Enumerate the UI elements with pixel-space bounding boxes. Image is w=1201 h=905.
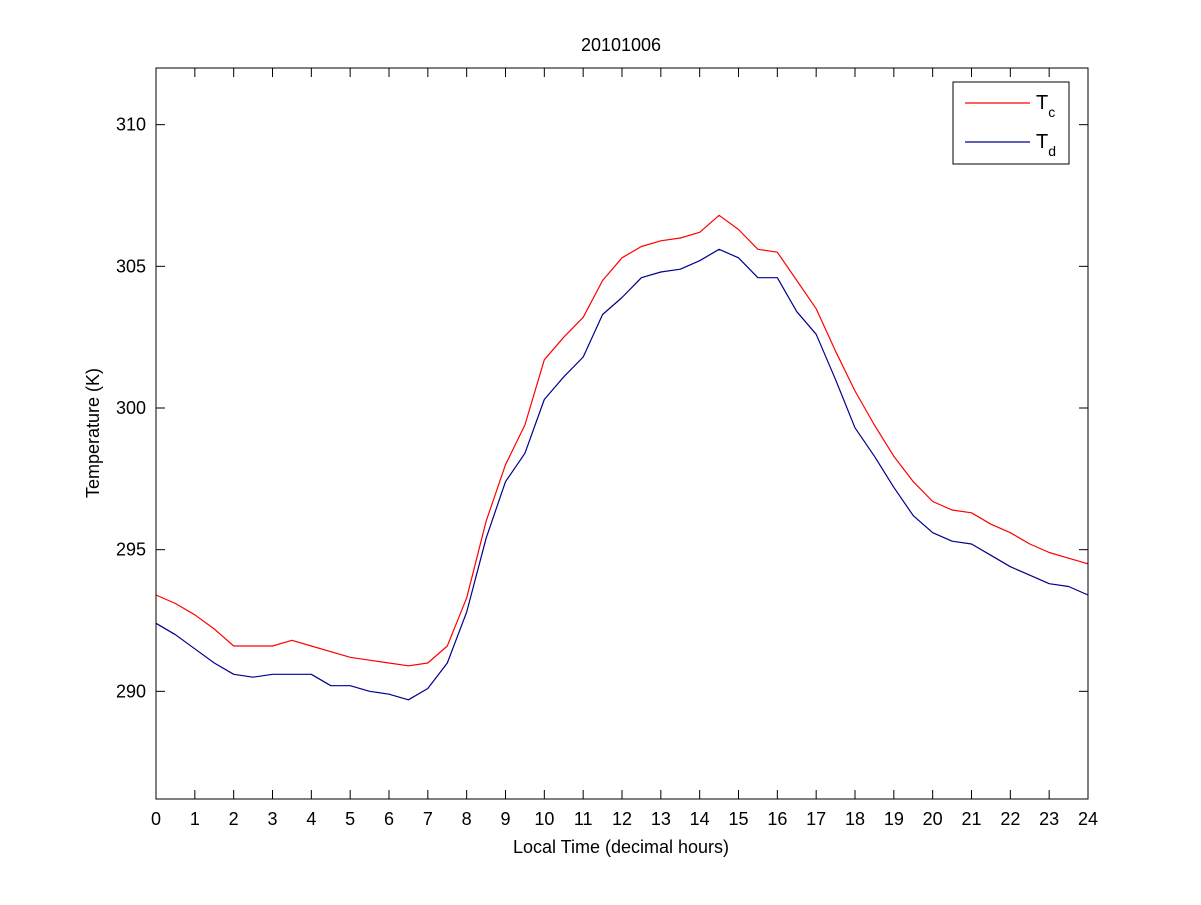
legend: Tc Td <box>952 81 1070 165</box>
legend-label-tc-subscript: c <box>1048 104 1055 120</box>
x-tick-label: 16 <box>767 809 787 829</box>
x-tick-label: 0 <box>151 809 161 829</box>
x-tick-label: 5 <box>345 809 355 829</box>
y-tick-label: 295 <box>116 540 146 560</box>
x-tick-label: 13 <box>651 809 671 829</box>
x-tick-label: 23 <box>1039 809 1059 829</box>
legend-label-td: Td <box>1036 131 1056 159</box>
x-tick-label: 1 <box>190 809 200 829</box>
legend-label-tc: Tc <box>1036 92 1055 120</box>
x-tick-label: 21 <box>961 809 981 829</box>
legend-label-tc-base: T <box>1036 92 1048 114</box>
x-tick-label: 4 <box>306 809 316 829</box>
x-tick-label: 18 <box>845 809 865 829</box>
chart-title: 20101006 <box>581 35 661 55</box>
legend-label-td-subscript: d <box>1048 143 1056 159</box>
x-tick-label: 22 <box>1000 809 1020 829</box>
legend-label-td-base: T <box>1036 131 1048 153</box>
x-tick-label: 24 <box>1078 809 1098 829</box>
y-tick-label: 310 <box>116 115 146 135</box>
series-line-d <box>155 248 1089 701</box>
x-tick-label: 12 <box>612 809 632 829</box>
x-tick-label: 14 <box>690 809 710 829</box>
x-tick-label: 11 <box>574 809 593 829</box>
x-axis-label: Local Time (decimal hours) <box>513 837 729 857</box>
x-tick-label: 15 <box>728 809 748 829</box>
y-tick-label: 305 <box>116 256 146 276</box>
x-tick-label: 6 <box>384 809 394 829</box>
y-axis-label: Temperature (K) <box>83 368 103 498</box>
y-tick-label: 300 <box>116 398 146 418</box>
x-tick-label: 10 <box>534 809 554 829</box>
x-tick-label: 7 <box>423 809 433 829</box>
y-tick-label: 290 <box>116 681 146 701</box>
x-tick-label: 17 <box>806 809 826 829</box>
x-tick-label: 20 <box>923 809 943 829</box>
x-tick-label: 8 <box>462 809 472 829</box>
series-line-c <box>155 214 1089 667</box>
legend-box <box>952 81 1070 165</box>
x-tick-label: 2 <box>229 809 239 829</box>
x-tick-label: 19 <box>884 809 904 829</box>
plot-area: 0 1 2 3 4 5 6 7 8 9 10 11 12 13 14 15 16 17 18 19 20 21 22 23 24… <box>116 67 1098 829</box>
x-tick-label: 3 <box>267 809 277 829</box>
x-tick-label: 9 <box>500 809 510 829</box>
